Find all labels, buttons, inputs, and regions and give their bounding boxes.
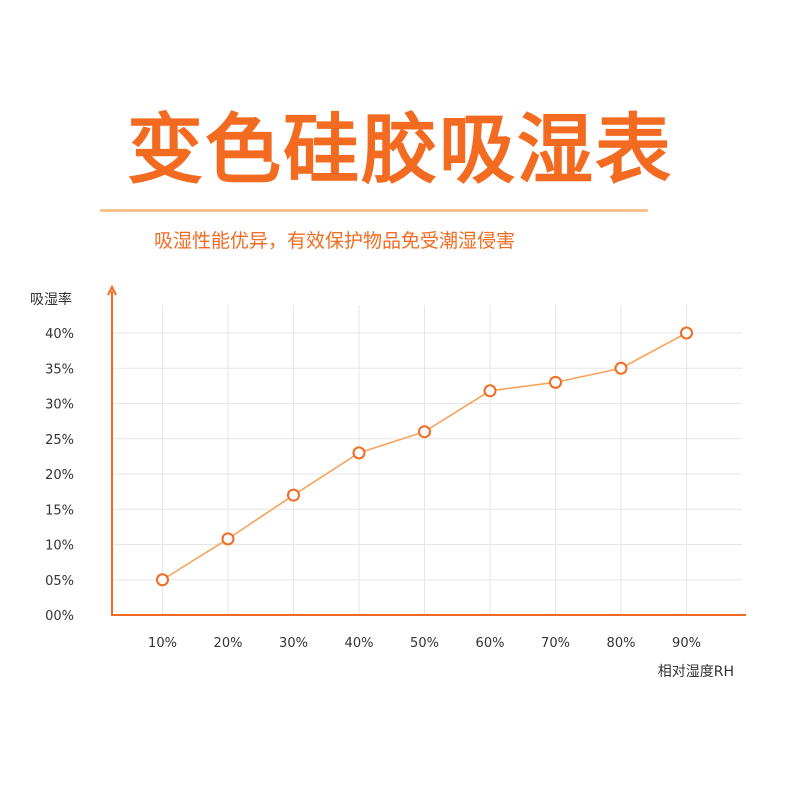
data-point (418, 425, 431, 439)
x-tick-label: 80% (607, 636, 636, 651)
y-tick-label: 30% (45, 398, 74, 413)
data-point (156, 573, 169, 587)
data-point (614, 361, 628, 375)
y-tick-label: 05% (45, 574, 74, 589)
page-subtitle: 吸湿性能优异，有效保护物品免受潮湿侵害 (154, 230, 516, 252)
data-point (287, 488, 300, 502)
y-axis-label: 吸湿率 (30, 291, 72, 308)
x-tick-label: 20% (214, 636, 243, 651)
chart-tick-labels: 00% 05% 10% 15% 20% 25% 30% 35% 40% 10% 20% 30% 40% 5… (45, 327, 701, 651)
x-tick-label: 40% (345, 636, 374, 651)
x-tick-label: 10% (148, 636, 177, 651)
chart-series (156, 326, 693, 587)
y-tick-label: 35% (45, 362, 74, 377)
x-tick-label: 30% (279, 636, 308, 651)
page-title: 变色硅胶吸湿表 (127, 105, 673, 194)
y-tick-label: 00% (45, 609, 74, 624)
data-point (483, 384, 497, 398)
y-tick-label: 40% (45, 327, 74, 342)
data-point (352, 446, 366, 460)
x-tick-label: 70% (541, 636, 570, 651)
x-tick-label: 60% (476, 636, 505, 651)
y-tick-label: 20% (45, 468, 74, 483)
data-point (680, 326, 693, 340)
y-tick-label: 25% (45, 433, 74, 448)
data-point (221, 532, 235, 546)
y-tick-label: 15% (45, 503, 74, 518)
x-tick-label: 90% (672, 636, 701, 651)
x-tick-label: 50% (410, 636, 439, 651)
y-axis-arrow-icon (107, 284, 117, 296)
chart-grid (112, 305, 742, 615)
title-divider (100, 209, 648, 212)
data-point (549, 375, 562, 389)
y-tick-label: 10% (45, 539, 74, 554)
chart-axes (107, 284, 746, 616)
x-axis-label: 相对湿度RH (658, 664, 734, 680)
